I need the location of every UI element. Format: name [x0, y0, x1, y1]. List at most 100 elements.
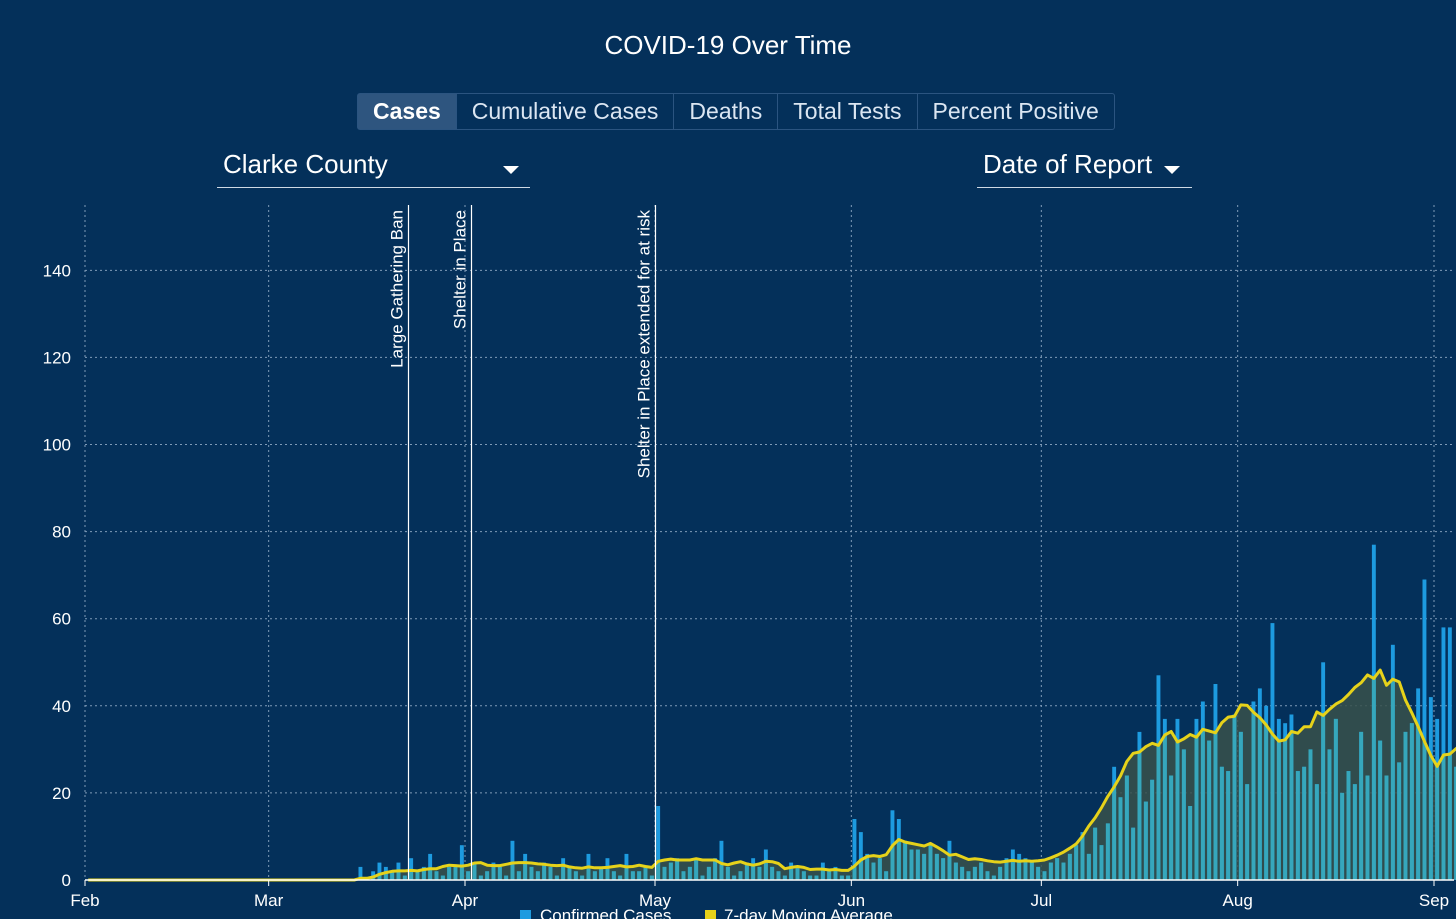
- tab-cases[interactable]: Cases: [358, 94, 456, 129]
- bar-overlap-segment: [1099, 845, 1104, 880]
- tab-deaths[interactable]: Deaths: [673, 94, 777, 129]
- bar-overlap-segment: [700, 875, 705, 880]
- tab-percent-positive[interactable]: Percent Positive: [916, 94, 1114, 129]
- bar-overlap-segment: [1105, 823, 1110, 880]
- bar-overlap-segment: [1150, 779, 1155, 880]
- chevron-down-icon: [503, 166, 519, 174]
- bar-overlap-segment: [1447, 754, 1452, 880]
- bar-overlap-segment: [871, 862, 876, 880]
- bar-overlap-segment: [586, 866, 591, 880]
- bar-overlap-segment: [637, 871, 642, 880]
- bar-overlap-segment: [1365, 775, 1370, 880]
- bar-overlap-segment: [523, 862, 528, 880]
- bar-overlap-segment: [428, 868, 433, 880]
- bar-overlap-segment: [789, 867, 794, 880]
- bar-overlap-segment: [681, 871, 686, 880]
- bar-overlap-segment: [396, 870, 401, 880]
- metric-tabs: Cases Cumulative Cases Deaths Total Test…: [357, 93, 1115, 130]
- bar-overlap-segment: [985, 871, 990, 880]
- bar-overlap-segment: [567, 866, 572, 880]
- bar-overlap-segment: [497, 866, 502, 880]
- bar-overlap-segment: [1289, 731, 1294, 880]
- bar-confirmed-cases: [377, 862, 382, 880]
- tab-cumulative-cases[interactable]: Cumulative Cases: [455, 94, 674, 129]
- bar-overlap-segment: [751, 865, 756, 880]
- bar-overlap-segment: [1238, 731, 1243, 880]
- bar-overlap-segment: [1162, 735, 1167, 880]
- x-tick-label: Jun: [838, 891, 865, 910]
- bar-overlap-segment: [947, 855, 952, 880]
- bar-overlap-segment: [1397, 762, 1402, 880]
- bar-overlap-segment: [1454, 766, 1456, 880]
- bar-overlap-segment: [459, 866, 464, 880]
- bar-overlap-segment: [516, 871, 521, 880]
- event-marker-label: Shelter in Place: [451, 210, 470, 329]
- bar-overlap-segment: [1359, 731, 1364, 880]
- bar-overlap-segment: [478, 875, 483, 880]
- bar-overlap-segment: [744, 863, 749, 880]
- bar-overlap-segment: [1080, 836, 1085, 880]
- bar-overlap-segment: [858, 860, 863, 880]
- bar-overlap-segment: [1295, 771, 1300, 880]
- bar-overlap-segment: [814, 875, 819, 880]
- bar-overlap-segment: [827, 871, 832, 880]
- bar-overlap-segment: [485, 871, 490, 880]
- y-tick-label: 20: [52, 784, 71, 803]
- bar-overlap-segment: [1023, 860, 1028, 880]
- bar-overlap-segment: [865, 856, 870, 880]
- bar-overlap-segment: [1213, 732, 1218, 880]
- bar-overlap-segment: [1156, 745, 1161, 880]
- bar-overlap-segment: [732, 875, 737, 880]
- bar-overlap-segment: [675, 860, 680, 880]
- bar-overlap-segment: [1333, 718, 1338, 880]
- bar-overlap-segment: [960, 866, 965, 880]
- x-tick-label: Jul: [1030, 891, 1052, 910]
- date-type-select-value: Date of Report: [983, 149, 1153, 179]
- bar-confirmed-cases: [858, 832, 863, 880]
- chevron-down-icon: [1164, 166, 1180, 174]
- bar-overlap-segment: [1042, 871, 1047, 880]
- bar-confirmed-cases: [459, 845, 464, 880]
- bar-overlap-segment: [922, 853, 927, 880]
- bar-overlap-segment: [554, 875, 559, 880]
- bar-overlap-segment: [1188, 806, 1193, 880]
- legend-swatch-confirmed-cases: [520, 910, 531, 919]
- bar-overlap-segment: [662, 866, 667, 880]
- bar-overlap-segment: [1131, 827, 1136, 880]
- bar-overlap-segment: [839, 875, 844, 880]
- bar-overlap-segment: [1390, 679, 1395, 880]
- bar-overlap-segment: [377, 874, 382, 880]
- bar-overlap-segment: [1029, 862, 1034, 880]
- bar-overlap-segment: [1245, 784, 1250, 880]
- bar-overlap-segment: [1441, 755, 1446, 880]
- date-type-select[interactable]: Date of Report: [977, 147, 1192, 188]
- bar-overlap-segment: [1086, 853, 1091, 880]
- bar-overlap-segment: [909, 849, 914, 880]
- bar-overlap-segment: [763, 861, 768, 880]
- bar-overlap-segment: [561, 865, 566, 880]
- bar-overlap-segment: [820, 869, 825, 880]
- bar-overlap-segment: [852, 866, 857, 880]
- bar-overlap-segment: [472, 863, 477, 880]
- bar-overlap-segment: [998, 866, 1003, 880]
- x-tick-label: Aug: [1223, 891, 1253, 910]
- bar-confirmed-cases: [719, 840, 724, 880]
- bar-overlap-segment: [1384, 775, 1389, 880]
- bar-overlap-segment: [1403, 731, 1408, 880]
- legend-label-moving-average: 7-day Moving Average: [724, 906, 893, 919]
- county-select[interactable]: Clarke County: [217, 147, 530, 188]
- bar-overlap-segment: [757, 866, 762, 880]
- y-tick-label: 60: [52, 610, 71, 629]
- bar-overlap-segment: [1093, 827, 1098, 880]
- bar-overlap-segment: [1276, 741, 1281, 880]
- bar-overlap-segment: [510, 863, 515, 880]
- bar-overlap-segment: [1283, 739, 1288, 880]
- tab-total-tests[interactable]: Total Tests: [777, 94, 916, 129]
- bar-overlap-segment: [535, 871, 540, 880]
- bar-overlap-segment: [776, 871, 781, 880]
- bar-overlap-segment: [1270, 734, 1275, 880]
- bar-overlap-segment: [1340, 792, 1345, 880]
- bar-overlap-segment: [1207, 740, 1212, 880]
- bar-overlap-segment: [884, 871, 889, 880]
